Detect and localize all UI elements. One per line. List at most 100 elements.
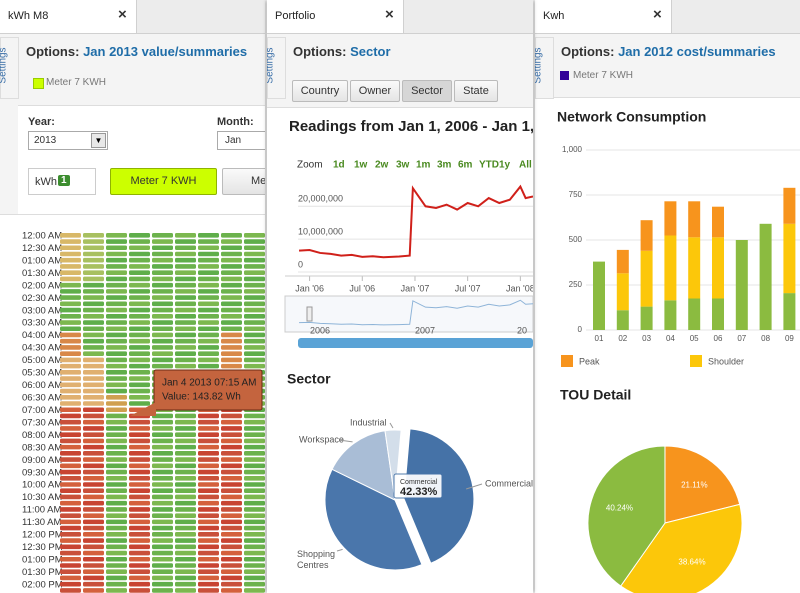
heat-cell xyxy=(60,289,81,294)
heat-cell xyxy=(198,569,219,575)
heat-cell xyxy=(129,332,150,338)
heat-cell xyxy=(175,538,196,543)
heat-cell xyxy=(106,426,127,431)
options-value[interactable]: Sector xyxy=(350,44,391,59)
heat-cell xyxy=(221,519,242,525)
heat-cell xyxy=(106,407,127,413)
heat-cell xyxy=(198,532,219,537)
close-button[interactable]: × xyxy=(385,6,394,23)
heat-cell xyxy=(129,351,150,356)
heat-cell xyxy=(60,588,81,593)
heat-cell xyxy=(198,556,219,562)
unit-field[interactable]: kWh 1 xyxy=(28,168,96,195)
tab[interactable]: Kwh × xyxy=(535,0,672,33)
category-label: Workspace xyxy=(299,434,344,444)
zoom-button[interactable]: 1m xyxy=(416,160,431,171)
heat-cell xyxy=(152,419,173,425)
heat-cell xyxy=(83,457,104,462)
zoom-button[interactable]: 3m xyxy=(437,160,452,171)
zoom-button[interactable]: All xyxy=(519,160,532,171)
options-label: Options: xyxy=(293,44,347,59)
heat-cell xyxy=(83,532,104,537)
heat-cell xyxy=(106,575,127,581)
heat-cell xyxy=(83,245,104,251)
heat-cell xyxy=(175,301,196,307)
settings-tab[interactable]: Settings xyxy=(0,37,19,99)
tab[interactable]: Portfolio × xyxy=(267,0,404,33)
heat-cell xyxy=(83,507,104,512)
zoom-button[interactable]: YTD xyxy=(479,160,499,171)
heat-cell xyxy=(129,338,150,344)
heat-cell xyxy=(129,544,150,550)
data-label: 21.11% xyxy=(681,480,708,489)
charts: Network Consumption 0 250 500 750 1,000 01 02 03… xyxy=(557,109,800,593)
bar-segment xyxy=(640,306,653,330)
heat-cell xyxy=(175,519,196,525)
zoom-button[interactable]: 1d xyxy=(333,160,345,171)
heat-cell xyxy=(244,569,265,575)
year-select[interactable]: 2013 ▼ xyxy=(28,131,108,150)
scrollbar[interactable] xyxy=(298,338,533,348)
settings-tab[interactable]: Settings xyxy=(267,37,286,99)
heat-cell xyxy=(129,463,150,469)
x-tick-label: 06 xyxy=(714,334,723,343)
heat-cell xyxy=(198,413,219,419)
zoom-button[interactable]: 6m xyxy=(458,160,473,171)
pie-slice xyxy=(324,468,423,571)
form xyxy=(18,105,265,214)
heat-cell xyxy=(60,320,81,325)
zoom-button[interactable]: 1y xyxy=(499,160,511,171)
group-button[interactable]: Owner xyxy=(350,80,400,102)
heat-cell xyxy=(175,457,196,462)
heat-cell xyxy=(129,457,150,462)
heat-cell xyxy=(198,289,219,294)
heat-cell xyxy=(60,382,81,388)
group-button[interactable]: Sector xyxy=(402,80,452,102)
heat-cell xyxy=(221,276,242,282)
legend-swatch xyxy=(561,355,573,367)
heat-cell xyxy=(83,407,104,413)
meter-button[interactable]: Met xyxy=(222,168,265,195)
heat-cell xyxy=(60,388,81,394)
heat-cell xyxy=(244,313,265,319)
heat-cell xyxy=(244,463,265,469)
tab[interactable]: kWh M8 × xyxy=(0,0,137,33)
heat-cell xyxy=(129,532,150,537)
heat-cell xyxy=(106,401,127,406)
heat-cell xyxy=(244,500,265,506)
heat-cell xyxy=(244,264,265,269)
heat-cell xyxy=(106,363,127,369)
zoom-button[interactable]: 1w xyxy=(354,160,368,171)
heat-cell xyxy=(60,419,81,425)
heat-cell xyxy=(60,538,81,543)
zoom-button[interactable]: 3w xyxy=(396,160,410,171)
heat-cell xyxy=(152,457,173,462)
close-button[interactable]: × xyxy=(118,6,127,23)
zoom-button[interactable]: 2w xyxy=(375,160,389,171)
month-select[interactable]: Jan xyxy=(217,131,265,150)
settings-tab[interactable]: Settings xyxy=(535,37,554,99)
heat-cell xyxy=(221,569,242,575)
heat-cell xyxy=(60,264,81,269)
group-button[interactable]: State xyxy=(454,80,498,102)
legend-swatch xyxy=(33,78,44,89)
close-button[interactable]: × xyxy=(653,6,662,23)
heat-cell xyxy=(244,345,265,350)
heat-cell xyxy=(198,345,219,350)
options-value[interactable]: Jan 2013 value/summaries xyxy=(83,44,248,59)
heat-cell xyxy=(175,257,196,263)
dropdown-arrow: ▼ xyxy=(91,133,106,148)
heat-cell xyxy=(221,357,242,363)
heat-cell xyxy=(83,307,104,313)
time-label: 12:00 AM xyxy=(22,231,62,242)
heat-cell xyxy=(244,363,265,369)
badge: 1 xyxy=(58,175,70,186)
heat-cell xyxy=(175,326,196,332)
heat-cell xyxy=(198,451,219,456)
group-button[interactable]: Country xyxy=(292,80,348,102)
heat-cell xyxy=(106,500,127,506)
time-label: 07:30 AM xyxy=(22,417,62,428)
heat-cell xyxy=(198,494,219,500)
options-value[interactable]: Jan 2012 cost/summaries xyxy=(618,44,776,59)
meter-button[interactable]: Meter 7 KWH xyxy=(110,168,217,195)
